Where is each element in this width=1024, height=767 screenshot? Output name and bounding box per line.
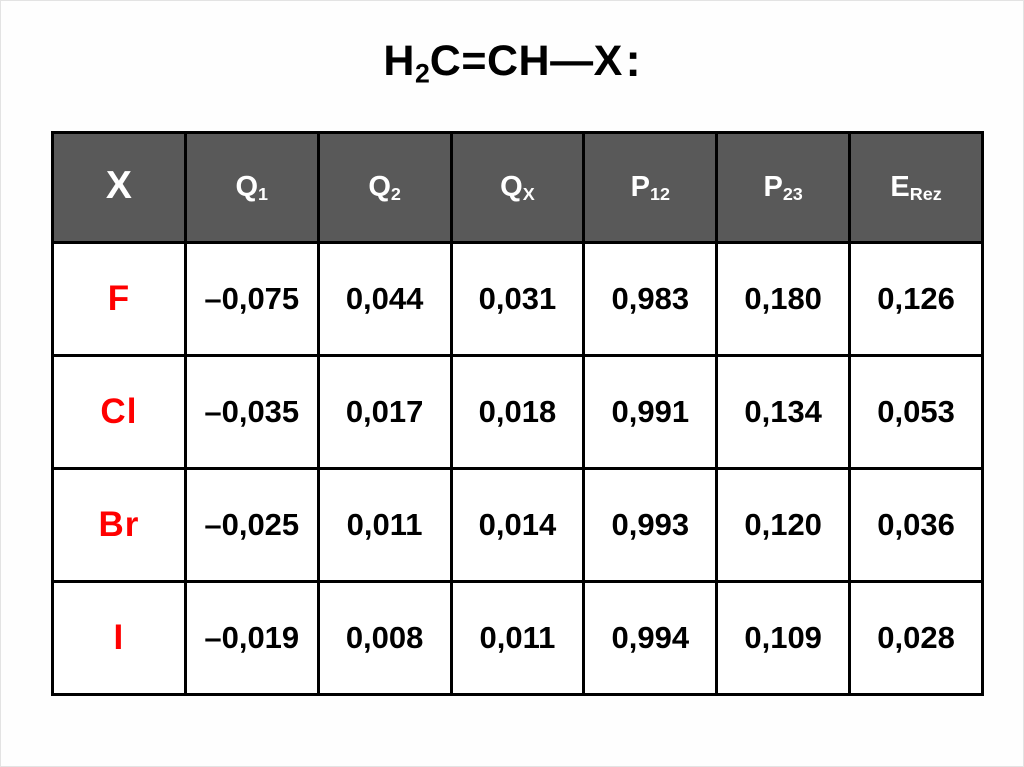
header-label: X bbox=[105, 164, 132, 208]
header-label: Q bbox=[235, 170, 259, 203]
row-label-br: Br bbox=[51, 467, 187, 583]
header-cell-q1: Q1 bbox=[183, 131, 320, 244]
cell-f-p23: 0,180 bbox=[715, 241, 852, 357]
cell-br-p23: 0,120 bbox=[715, 467, 852, 583]
row-label-i: I bbox=[51, 580, 187, 696]
lone-pair-colon: : bbox=[625, 35, 642, 87]
header-cell-q2: Q2 bbox=[316, 131, 453, 244]
title-h: H bbox=[383, 37, 415, 85]
cell-br-erez: 0,036 bbox=[848, 467, 984, 583]
cell-br-q2: 0,011 bbox=[316, 467, 453, 583]
cell-f-q2: 0,044 bbox=[316, 241, 453, 357]
header-subscript: 1 bbox=[258, 183, 269, 204]
cell-cl-erez: 0,053 bbox=[848, 354, 984, 470]
header-cell-erez: ERez bbox=[848, 131, 984, 244]
header-cell-p23: P23 bbox=[715, 131, 852, 244]
row-label-cl: Cl bbox=[51, 354, 187, 470]
cell-i-q1: –0,019 bbox=[183, 580, 320, 696]
header-label: Q bbox=[500, 170, 523, 203]
cell-f-p12: 0,983 bbox=[582, 241, 719, 357]
cell-cl-p12: 0,991 bbox=[582, 354, 719, 470]
header-subscript: Rez bbox=[909, 183, 942, 204]
cell-f-q1: –0,075 bbox=[183, 241, 320, 357]
cell-br-q1: –0,025 bbox=[183, 467, 320, 583]
cell-br-p12: 0,993 bbox=[582, 467, 719, 583]
cell-br-qx: 0,014 bbox=[449, 467, 586, 583]
title-subscript: 2 bbox=[414, 58, 430, 89]
header-row: X Q1 Q2 QX P12 P23 ERez bbox=[51, 131, 984, 244]
header-subscript: 12 bbox=[649, 183, 670, 204]
cell-i-p12: 0,994 bbox=[582, 580, 719, 696]
table-header: X Q1 Q2 QX P12 P23 ERez bbox=[51, 131, 984, 244]
header-label: E bbox=[890, 170, 910, 203]
cell-f-erez: 0,126 bbox=[848, 241, 984, 357]
cell-cl-q2: 0,017 bbox=[316, 354, 453, 470]
header-label: P bbox=[630, 170, 650, 203]
cell-i-erez: 0,028 bbox=[848, 580, 984, 696]
header-cell-qx: QX bbox=[449, 131, 586, 244]
cell-i-qx: 0,011 bbox=[449, 580, 586, 696]
cell-f-qx: 0,031 bbox=[449, 241, 586, 357]
table-row-f: F –0,075 0,044 0,031 0,983 0,180 0,126 bbox=[51, 241, 984, 357]
table-row-i: I –0,019 0,008 0,011 0,994 0,109 0,028 bbox=[51, 580, 984, 696]
header-cell-p12: P12 bbox=[582, 131, 719, 244]
table-row-cl: Cl –0,035 0,017 0,018 0,991 0,134 0,053 bbox=[51, 354, 984, 470]
table-row-br: Br –0,025 0,011 0,014 0,993 0,120 0,036 bbox=[51, 467, 984, 583]
cell-i-p23: 0,109 bbox=[715, 580, 852, 696]
header-label: Q bbox=[368, 170, 391, 203]
cell-cl-q1: –0,035 bbox=[183, 354, 320, 470]
data-table: X Q1 Q2 QX P12 P23 ERez F –0,075 0,044 0… bbox=[51, 131, 984, 696]
cell-cl-p23: 0,134 bbox=[715, 354, 852, 470]
title-formula: C=CH—X bbox=[429, 37, 623, 85]
table-body: F –0,075 0,044 0,031 0,983 0,180 0,126 C… bbox=[51, 241, 984, 696]
cell-i-q2: 0,008 bbox=[316, 580, 453, 696]
cell-cl-qx: 0,018 bbox=[449, 354, 586, 470]
header-subscript: X bbox=[522, 183, 535, 204]
header-subscript: 23 bbox=[782, 183, 803, 204]
header-label: P bbox=[763, 170, 783, 203]
header-cell-x: X bbox=[51, 131, 187, 244]
header-subscript: 2 bbox=[390, 183, 401, 204]
page-title: H2C=CH—X: bbox=[1, 35, 1023, 89]
row-label-f: F bbox=[51, 241, 187, 357]
